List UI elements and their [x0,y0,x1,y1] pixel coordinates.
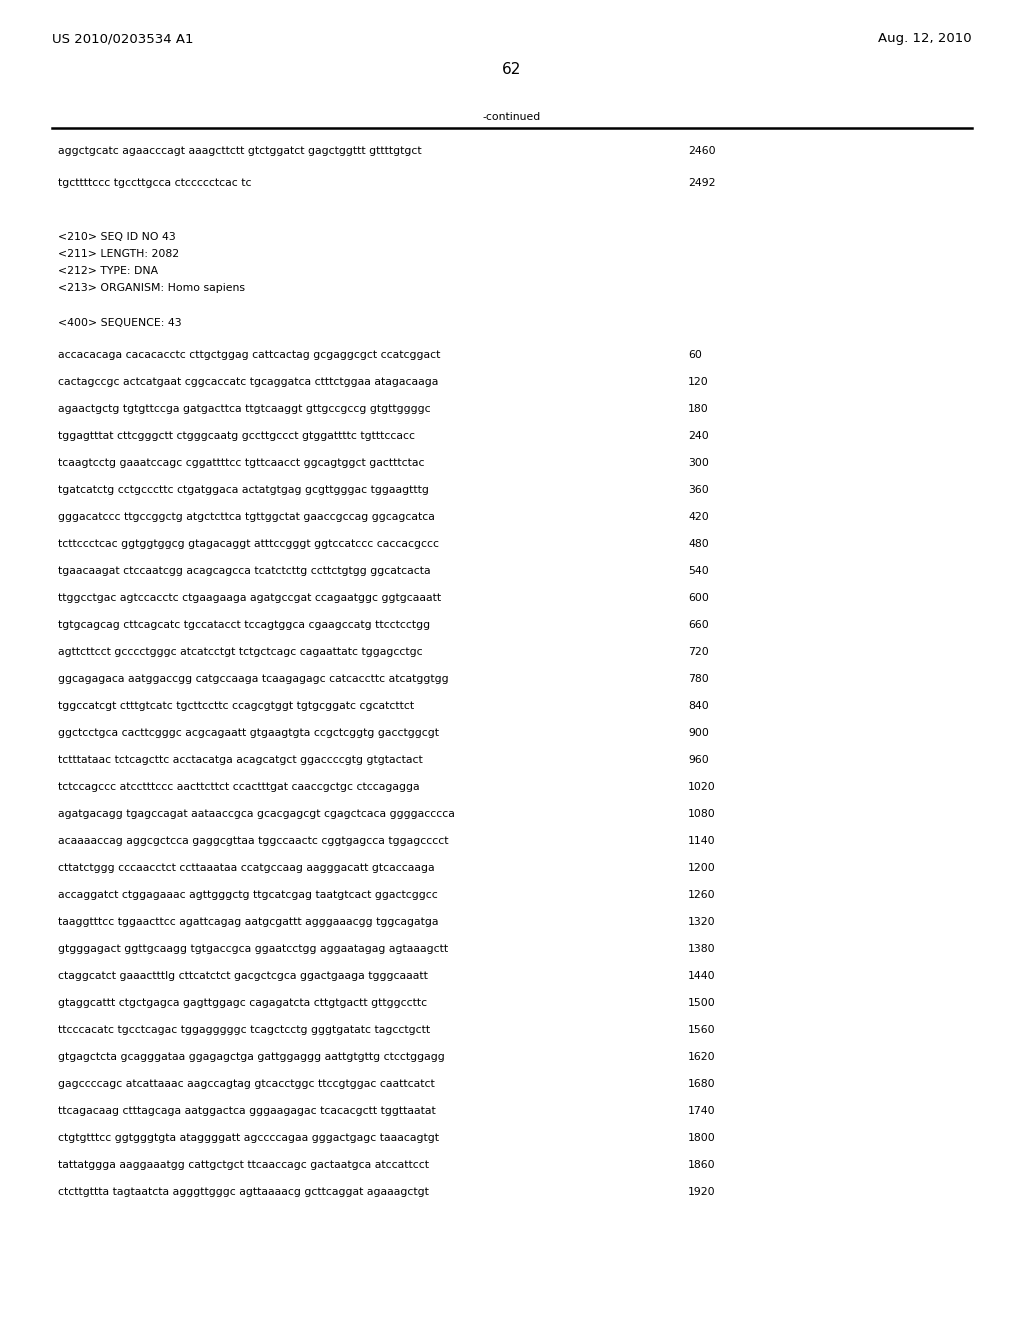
Text: tgcttttccc tgccttgcca ctccccctcac tc: tgcttttccc tgccttgcca ctccccctcac tc [58,178,252,187]
Text: Aug. 12, 2010: Aug. 12, 2010 [879,32,972,45]
Text: 1500: 1500 [688,998,716,1008]
Text: 180: 180 [688,404,709,414]
Text: 2492: 2492 [688,178,716,187]
Text: agttcttcct gcccctgggc atcatcctgt tctgctcagc cagaattatc tggagcctgc: agttcttcct gcccctgggc atcatcctgt tctgctc… [58,647,423,657]
Text: 360: 360 [688,484,709,495]
Text: tgaacaagat ctccaatcgg acagcagcca tcatctcttg ccttctgtgg ggcatcacta: tgaacaagat ctccaatcgg acagcagcca tcatctc… [58,566,431,576]
Text: accaggatct ctggagaaac agttgggctg ttgcatcgag taatgtcact ggactcggcc: accaggatct ctggagaaac agttgggctg ttgcatc… [58,890,437,900]
Text: ttcagacaag ctttagcaga aatggactca gggaagagac tcacacgctt tggttaatat: ttcagacaag ctttagcaga aatggactca gggaaga… [58,1106,436,1115]
Text: gtgagctcta gcagggataa ggagagctga gattggaggg aattgtgttg ctcctggagg: gtgagctcta gcagggataa ggagagctga gattgga… [58,1052,444,1063]
Text: 600: 600 [688,593,709,603]
Text: 1020: 1020 [688,781,716,792]
Text: cactagccgc actcatgaat cggcaccatc tgcaggatca ctttctggaa atagacaaga: cactagccgc actcatgaat cggcaccatc tgcagga… [58,378,438,387]
Text: 1800: 1800 [688,1133,716,1143]
Text: ttcccacatc tgcctcagac tggagggggc tcagctcctg gggtgatatc tagcctgctt: ttcccacatc tgcctcagac tggagggggc tcagctc… [58,1026,430,1035]
Text: ggcagagaca aatggaccgg catgccaaga tcaagagagc catcaccttc atcatggtgg: ggcagagaca aatggaccgg catgccaaga tcaagag… [58,675,449,684]
Text: ctcttgttta tagtaatcta agggttgggc agttaaaacg gcttcaggat agaaagctgt: ctcttgttta tagtaatcta agggttgggc agttaaa… [58,1187,429,1197]
Text: <400> SEQUENCE: 43: <400> SEQUENCE: 43 [58,318,181,327]
Text: 1140: 1140 [688,836,716,846]
Text: 720: 720 [688,647,709,657]
Text: 1080: 1080 [688,809,716,818]
Text: -continued: -continued [483,112,541,121]
Text: 120: 120 [688,378,709,387]
Text: 300: 300 [688,458,709,469]
Text: 1440: 1440 [688,972,716,981]
Text: <210> SEQ ID NO 43: <210> SEQ ID NO 43 [58,232,176,242]
Text: tgtgcagcag cttcagcatc tgccatacct tccagtggca cgaagccatg ttcctcctgg: tgtgcagcag cttcagcatc tgccatacct tccagtg… [58,620,430,630]
Text: 900: 900 [688,729,709,738]
Text: ctaggcatct gaaactttlg cttcatctct gacgctcgca ggactgaaga tgggcaaatt: ctaggcatct gaaactttlg cttcatctct gacgctc… [58,972,428,981]
Text: 1920: 1920 [688,1187,716,1197]
Text: ttggcctgac agtccacctc ctgaagaaga agatgccgat ccagaatggc ggtgcaaatt: ttggcctgac agtccacctc ctgaagaaga agatgcc… [58,593,441,603]
Text: agaactgctg tgtgttccga gatgacttca ttgtcaaggt gttgccgccg gtgttggggc: agaactgctg tgtgttccga gatgacttca ttgtcaa… [58,404,431,414]
Text: gggacatccc ttgccggctg atgctcttca tgttggctat gaaccgccag ggcagcatca: gggacatccc ttgccggctg atgctcttca tgttggc… [58,512,435,521]
Text: tgatcatctg cctgcccttc ctgatggaca actatgtgag gcgttgggac tggaagtttg: tgatcatctg cctgcccttc ctgatggaca actatgt… [58,484,429,495]
Text: 1680: 1680 [688,1078,716,1089]
Text: aggctgcatc agaacccagt aaagcttctt gtctggatct gagctggttt gttttgtgct: aggctgcatc agaacccagt aaagcttctt gtctgga… [58,147,422,156]
Text: 1200: 1200 [688,863,716,873]
Text: 420: 420 [688,512,709,521]
Text: agatgacagg tgagccagat aataaccgca gcacgagcgt cgagctcaca ggggacccca: agatgacagg tgagccagat aataaccgca gcacgag… [58,809,455,818]
Text: tggagtttat cttcgggctt ctgggcaatg gccttgccct gtggattttc tgtttccacc: tggagtttat cttcgggctt ctgggcaatg gccttgc… [58,432,415,441]
Text: taaggtttcc tggaacttcc agattcagag aatgcgattt agggaaacgg tggcagatga: taaggtttcc tggaacttcc agattcagag aatgcga… [58,917,438,927]
Text: gtgggagact ggttgcaagg tgtgaccgca ggaatcctgg aggaatagag agtaaagctt: gtgggagact ggttgcaagg tgtgaccgca ggaatcc… [58,944,449,954]
Text: 60: 60 [688,350,701,360]
Text: US 2010/0203534 A1: US 2010/0203534 A1 [52,32,194,45]
Text: cttatctggg cccaacctct ccttaaataa ccatgccaag aagggacatt gtcaccaaga: cttatctggg cccaacctct ccttaaataa ccatgcc… [58,863,434,873]
Text: 1320: 1320 [688,917,716,927]
Text: accacacaga cacacacctc cttgctggag cattcactag gcgaggcgct ccatcggact: accacacaga cacacacctc cttgctggag cattcac… [58,350,440,360]
Text: 840: 840 [688,701,709,711]
Text: <213> ORGANISM: Homo sapiens: <213> ORGANISM: Homo sapiens [58,282,245,293]
Text: tctccagccc atcctttccc aacttcttct ccactttgat caaccgctgc ctccagagga: tctccagccc atcctttccc aacttcttct ccacttt… [58,781,420,792]
Text: 660: 660 [688,620,709,630]
Text: tggccatcgt ctttgtcatc tgcttccttc ccagcgtggt tgtgcggatc cgcatcttct: tggccatcgt ctttgtcatc tgcttccttc ccagcgt… [58,701,414,711]
Text: <211> LENGTH: 2082: <211> LENGTH: 2082 [58,249,179,259]
Text: tctttataac tctcagcttc acctacatga acagcatgct ggaccccgtg gtgtactact: tctttataac tctcagcttc acctacatga acagcat… [58,755,423,766]
Text: 1740: 1740 [688,1106,716,1115]
Text: <212> TYPE: DNA: <212> TYPE: DNA [58,267,158,276]
Text: ggctcctgca cacttcgggc acgcagaatt gtgaagtgta ccgctcggtg gacctggcgt: ggctcctgca cacttcgggc acgcagaatt gtgaagt… [58,729,439,738]
Text: 540: 540 [688,566,709,576]
Text: 480: 480 [688,539,709,549]
Text: 1380: 1380 [688,944,716,954]
Text: 1260: 1260 [688,890,716,900]
Text: 2460: 2460 [688,147,716,156]
Text: tattatggga aaggaaatgg cattgctgct ttcaaccagc gactaatgca atccattcct: tattatggga aaggaaatgg cattgctgct ttcaacc… [58,1160,429,1170]
Text: ctgtgtttcc ggtgggtgta ataggggatt agccccagaa gggactgagc taaacagtgt: ctgtgtttcc ggtgggtgta ataggggatt agcccca… [58,1133,439,1143]
Text: 62: 62 [503,62,521,77]
Text: gtaggcattt ctgctgagca gagttggagc cagagatcta cttgtgactt gttggccttc: gtaggcattt ctgctgagca gagttggagc cagagat… [58,998,427,1008]
Text: 1620: 1620 [688,1052,716,1063]
Text: gagccccagc atcattaaac aagccagtag gtcacctggc ttccgtggac caattcatct: gagccccagc atcattaaac aagccagtag gtcacct… [58,1078,435,1089]
Text: 960: 960 [688,755,709,766]
Text: acaaaaccag aggcgctcca gaggcgttaa tggccaactc cggtgagcca tggagcccct: acaaaaccag aggcgctcca gaggcgttaa tggccaa… [58,836,449,846]
Text: 780: 780 [688,675,709,684]
Text: 240: 240 [688,432,709,441]
Text: 1860: 1860 [688,1160,716,1170]
Text: 1560: 1560 [688,1026,716,1035]
Text: tcaagtcctg gaaatccagc cggattttcc tgttcaacct ggcagtggct gactttctac: tcaagtcctg gaaatccagc cggattttcc tgttcaa… [58,458,425,469]
Text: tcttccctcac ggtggtggcg gtagacaggt atttccgggt ggtccatccc caccacgccc: tcttccctcac ggtggtggcg gtagacaggt atttcc… [58,539,439,549]
